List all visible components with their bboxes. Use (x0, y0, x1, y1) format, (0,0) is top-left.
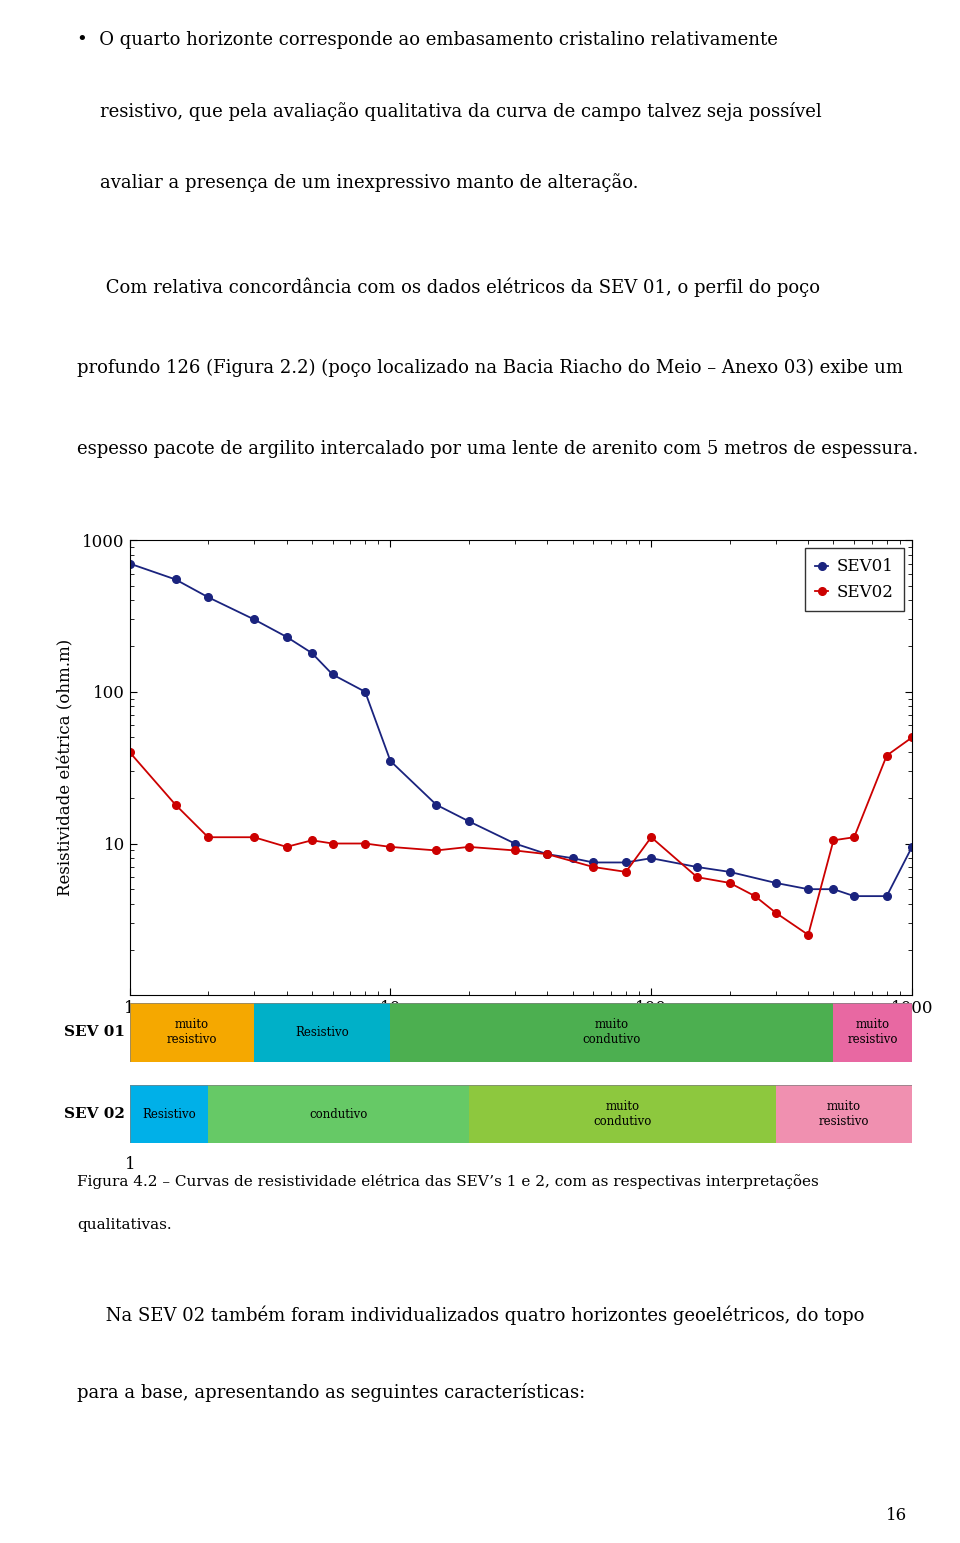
SEV01 (541, 846, 553, 864)
SEV02 (541, 846, 553, 864)
Bar (254, 1003, 391, 1062)
SEV01 (306, 643, 318, 662)
SEV02 (770, 903, 781, 921)
Text: condutivo: condutivo (309, 1108, 368, 1120)
Text: •  O quarto horizonte corresponde ao embasamento cristalino relativamente: • O quarto horizonte corresponde ao emba… (77, 31, 778, 49)
SEV01 (359, 682, 371, 701)
Line: SEV01: SEV01 (126, 560, 916, 900)
Text: muito
resistivo: muito resistivo (848, 1018, 898, 1046)
SEV01 (828, 880, 839, 898)
SEV01 (881, 887, 893, 906)
SEV01 (509, 835, 520, 853)
Text: muito
condutivo: muito condutivo (583, 1018, 641, 1046)
SEV02 (828, 832, 839, 850)
X-axis label: AB/2: AB/2 (496, 1023, 545, 1040)
Text: 16: 16 (886, 1508, 907, 1524)
SEV02 (359, 835, 371, 853)
Text: profundo 126 (Figura 2.2) (poço localizado na Bacia Riacho do Meio – Anexo 03) e: profundo 126 (Figura 2.2) (poço localiza… (77, 358, 902, 376)
Text: para a base, apresentando as seguintes características:: para a base, apresentando as seguintes c… (77, 1383, 585, 1401)
Text: Com relativa concordância com os dados elétricos da SEV 01, o perfil do poço: Com relativa concordância com os dados e… (77, 278, 820, 298)
SEV01 (124, 554, 135, 572)
Text: espesso pacote de argilito intercalado por uma lente de arenito com 5 metros de : espesso pacote de argilito intercalado p… (77, 440, 918, 458)
Bar (391, 1003, 833, 1062)
Text: SEV 01: SEV 01 (63, 1025, 125, 1040)
SEV02 (306, 832, 318, 850)
Text: muito
resistivo: muito resistivo (167, 1018, 217, 1046)
SEV02 (249, 829, 260, 847)
SEV01 (463, 812, 474, 830)
Line: SEV02: SEV02 (126, 733, 916, 938)
SEV01 (588, 853, 599, 872)
SEV01 (170, 571, 181, 589)
SEV02 (385, 838, 396, 856)
Text: Resistivo: Resistivo (296, 1026, 349, 1038)
Bar (833, 1003, 912, 1062)
Bar (776, 1085, 912, 1143)
SEV02 (881, 747, 893, 765)
SEV02 (203, 829, 214, 847)
SEV02 (620, 863, 632, 881)
SEV01 (567, 849, 579, 867)
SEV01 (203, 588, 214, 606)
SEV02 (849, 829, 860, 847)
SEV02 (749, 887, 760, 906)
SEV01 (281, 628, 293, 647)
Text: Figura 4.2 – Curvas de resistividade elétrica das SEV’s 1 e 2, com as respectiva: Figura 4.2 – Curvas de resistividade elé… (77, 1174, 819, 1190)
SEV02 (431, 841, 443, 859)
SEV01 (724, 863, 735, 881)
Text: avaliar a presença de um inexpressivo manto de alteração.: avaliar a presença de um inexpressivo ma… (77, 173, 638, 193)
SEV01 (691, 858, 703, 876)
Text: qualitativas.: qualitativas. (77, 1219, 172, 1233)
SEV01 (906, 838, 918, 856)
Text: resistivo, que pela avaliação qualitativa da curva de campo talvez seja possível: resistivo, que pela avaliação qualitativ… (77, 102, 822, 122)
SEV01 (249, 609, 260, 628)
SEV02 (588, 858, 599, 876)
SEV02 (803, 926, 814, 944)
Bar (130, 1003, 254, 1062)
SEV02 (691, 867, 703, 886)
SEV02 (906, 728, 918, 747)
SEV02 (645, 829, 657, 847)
Text: muito
condutivo: muito condutivo (593, 1100, 652, 1128)
SEV02 (326, 835, 338, 853)
Text: muito
resistivo: muito resistivo (819, 1100, 869, 1128)
SEV02 (724, 873, 735, 892)
Text: Resistivo: Resistivo (142, 1108, 196, 1120)
Bar (468, 1085, 776, 1143)
SEV02 (281, 838, 293, 856)
Text: 1: 1 (125, 1156, 136, 1173)
Legend: SEV01, SEV02: SEV01, SEV02 (805, 548, 903, 611)
Text: SEV 02: SEV 02 (64, 1106, 125, 1122)
Text: Na SEV 02 também foram individualizados quatro horizontes geoelétricos, do topo: Na SEV 02 também foram individualizados … (77, 1305, 864, 1325)
Y-axis label: Resistividade elétrica (ohm.m): Resistividade elétrica (ohm.m) (57, 639, 74, 896)
SEV02 (170, 796, 181, 815)
SEV01 (431, 796, 443, 815)
SEV01 (385, 751, 396, 770)
Bar (130, 1085, 208, 1143)
SEV02 (509, 841, 520, 859)
SEV02 (124, 742, 135, 761)
SEV01 (326, 665, 338, 684)
SEV01 (803, 880, 814, 898)
SEV02 (463, 838, 474, 856)
SEV01 (645, 849, 657, 867)
SEV01 (770, 873, 781, 892)
SEV01 (849, 887, 860, 906)
SEV01 (620, 853, 632, 872)
Bar (208, 1085, 468, 1143)
